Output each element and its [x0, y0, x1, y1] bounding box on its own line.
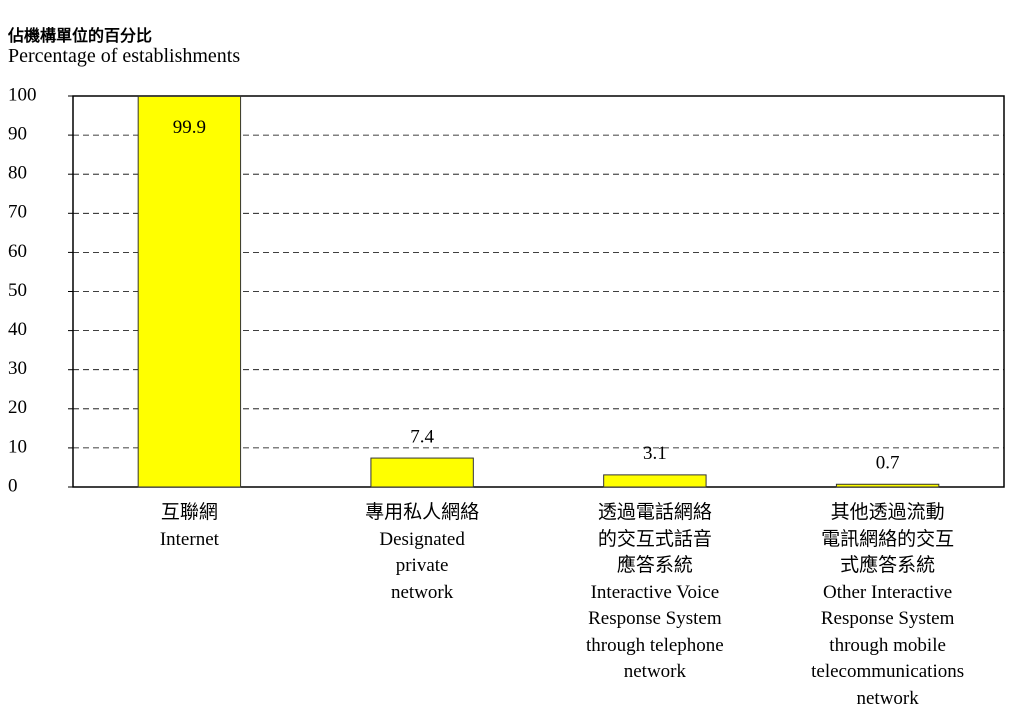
chart-title: 佔機構單位的百分比 — [8, 26, 153, 45]
bar — [370, 457, 474, 488]
data-label: 3.1 — [643, 443, 667, 464]
data-label: 7.4 — [410, 426, 434, 447]
data-label: 0.7 — [876, 453, 900, 474]
plot-border — [72, 95, 1005, 488]
bar — [603, 474, 707, 488]
y-tick-label: 80 — [8, 163, 27, 184]
y-tick-label: 20 — [8, 397, 27, 418]
data-label: 99.9 — [173, 117, 206, 138]
y-tick-label: 40 — [8, 319, 27, 340]
y-tick-label: 70 — [8, 202, 27, 223]
x-tick-label: 專用私人網絡 Designated private network — [365, 502, 480, 603]
y-tick-label: 50 — [8, 280, 27, 301]
chart-subtitle: Percentage of establishments — [8, 45, 241, 67]
bar — [835, 483, 940, 488]
y-tick-label: 0 — [8, 475, 18, 496]
y-tick-label: 10 — [8, 436, 27, 457]
y-tick-label: 90 — [8, 123, 27, 144]
bar — [137, 95, 242, 488]
y-tick-label: 60 — [8, 241, 27, 262]
x-tick-label: 透過電話網絡 的交互式話音 應答系統 Interactive Voice Res… — [586, 502, 724, 682]
y-tick-label: 100 — [8, 84, 37, 105]
x-tick-label: 互聯網 Internet — [159, 502, 219, 550]
y-tick-label: 30 — [8, 358, 27, 379]
x-tick-label: 其他透過流動 電訊網絡的交互 式應答系統 Other Interactive R… — [811, 502, 965, 709]
